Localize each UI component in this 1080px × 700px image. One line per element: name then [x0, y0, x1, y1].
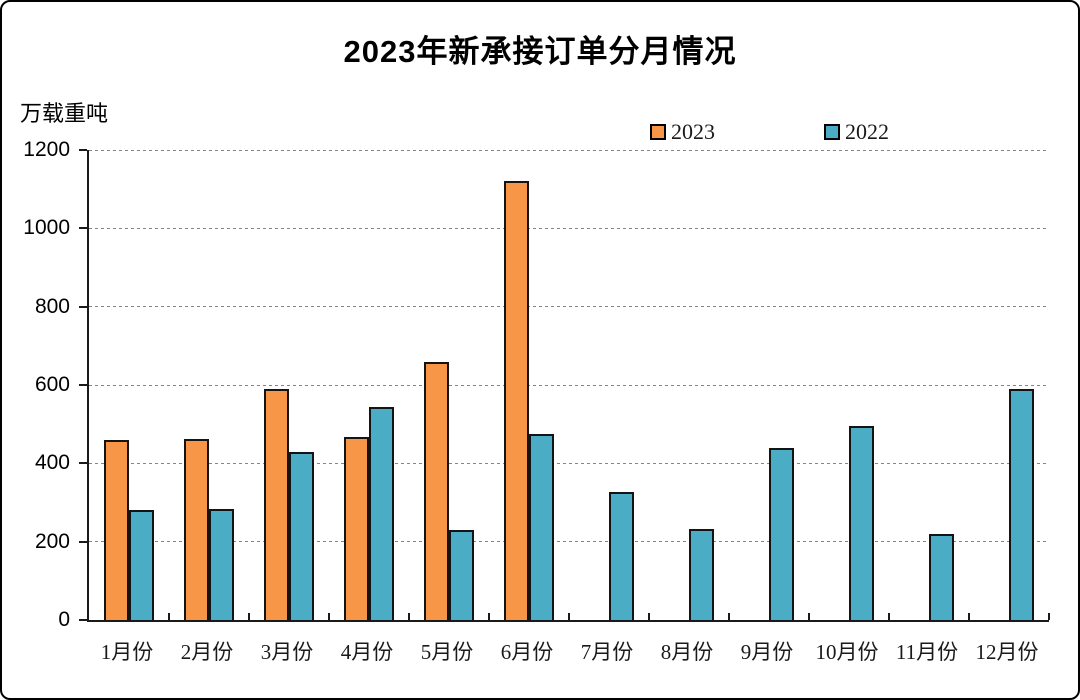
- y-tick-mark-600: [79, 384, 87, 386]
- x-category-label: 10月份: [815, 640, 879, 664]
- x-category-label: 12月份: [975, 640, 1039, 664]
- legend-label-2023: 2023: [671, 119, 715, 144]
- legend-swatch-2022-icon: [824, 124, 840, 140]
- x-tick-mark: [408, 613, 410, 620]
- bar-2023-2月份: [184, 438, 209, 620]
- x-category-label: 9月份: [740, 640, 794, 664]
- y-tick-label: 0: [58, 608, 70, 631]
- bar-2022-6月份: [529, 433, 554, 620]
- bar-2022-1月份: [129, 510, 154, 620]
- bar-2022-2月份: [209, 509, 234, 620]
- chart-title: 2023年新承接订单分月情况: [343, 34, 737, 69]
- y-tick-mark-1200: [79, 149, 87, 151]
- x-tick-mark: [168, 613, 170, 620]
- x-tick-mark: [888, 613, 890, 620]
- gridline-200: [89, 541, 1049, 543]
- x-tick-mark: [808, 613, 810, 620]
- x-tick-mark: [1048, 613, 1050, 620]
- bar-2023-4月份: [344, 437, 369, 620]
- bar-2023-6月份: [504, 180, 529, 620]
- bar-2022-12月份: [1009, 388, 1034, 620]
- y-tick-mark-0: [79, 619, 87, 621]
- gridline-400: [89, 462, 1049, 464]
- bar-2022-9月份: [769, 448, 794, 620]
- y-tick-label: 400: [34, 451, 70, 475]
- bar-2022-5月份: [449, 530, 474, 620]
- x-category-label: 7月份: [580, 640, 634, 664]
- bar-2022-3月份: [289, 452, 314, 620]
- y-tick-label: 600: [34, 373, 70, 396]
- bar-2022-10月份: [849, 425, 874, 620]
- bar-2023-5月份: [424, 361, 449, 620]
- bar-2023-3月份: [264, 388, 289, 620]
- legend-item-2023: 2023: [650, 119, 715, 145]
- legend-label-2022: 2022: [845, 119, 889, 144]
- plot-area: [87, 149, 1050, 622]
- x-tick-mark: [568, 613, 570, 620]
- x-category-label: 11月份: [895, 640, 959, 664]
- y-tick-mark-200: [79, 540, 87, 543]
- x-category-label: 3月份: [260, 640, 314, 664]
- x-category-label: 2月份: [180, 640, 234, 664]
- x-tick-mark: [968, 613, 970, 620]
- bar-2022-8月份: [689, 529, 714, 620]
- y-tick-label: 1000: [23, 216, 70, 240]
- gridline-800: [89, 306, 1049, 308]
- x-tick-mark: [728, 613, 730, 620]
- x-tick-mark: [648, 613, 650, 620]
- gridline-600: [89, 384, 1049, 386]
- y-tick-mark-1000: [79, 227, 87, 230]
- x-tick-mark: [328, 613, 330, 620]
- x-category-label: 5月份: [420, 640, 474, 664]
- y-tick-label: 200: [34, 529, 70, 553]
- y-axis-unit-label: 万载重吨: [20, 101, 109, 126]
- x-tick-mark: [248, 613, 250, 620]
- y-tick-label: 800: [34, 294, 70, 318]
- gridline-1200: [89, 149, 1049, 151]
- x-category-label: 6月份: [500, 640, 554, 664]
- x-category-label: 8月份: [660, 640, 714, 664]
- gridline-1000: [89, 227, 1049, 229]
- bar-2022-11月份: [929, 534, 954, 620]
- y-tick-mark-800: [79, 305, 87, 308]
- legend-swatch-2023-icon: [650, 124, 666, 140]
- bar-2023-1月份: [104, 439, 129, 620]
- y-tick-mark-400: [79, 462, 87, 465]
- x-category-label: 4月份: [340, 640, 394, 664]
- x-tick-mark: [488, 613, 490, 620]
- bar-2022-7月份: [609, 491, 634, 620]
- legend-item-2022: 2022: [824, 119, 889, 145]
- bar-2022-4月份: [369, 406, 394, 620]
- x-category-label: 1月份: [100, 640, 154, 664]
- y-tick-label: 1200: [23, 138, 70, 161]
